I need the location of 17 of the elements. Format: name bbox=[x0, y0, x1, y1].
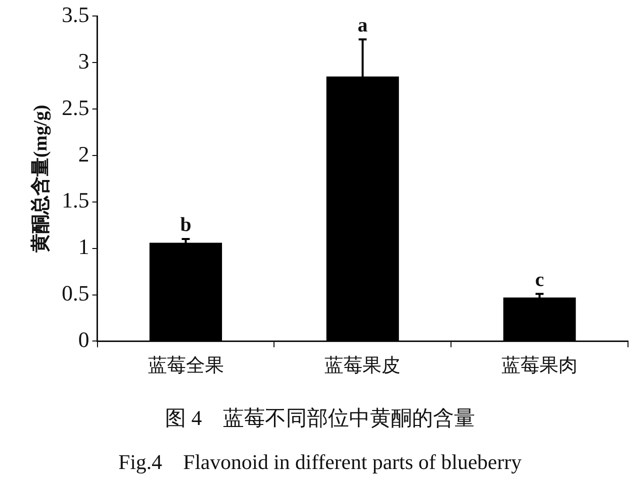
y-axis-title: 黄酮总含量(mg/g) bbox=[29, 104, 52, 254]
annotation: a bbox=[358, 14, 368, 37]
y-tick-label: 3 bbox=[78, 48, 90, 74]
x-tick-label: 蓝莓全果 bbox=[148, 356, 224, 377]
annotation: b bbox=[180, 214, 192, 236]
y-tick-label: 3.5 bbox=[62, 2, 90, 27]
y-tick-label: 2 bbox=[78, 141, 90, 166]
y-tick-label: 1.5 bbox=[62, 188, 90, 213]
y-tick-label: 2.5 bbox=[62, 94, 90, 120]
text: 图 4 蓝莓不同部位中黄酮的含量 bbox=[164, 405, 476, 432]
y-tick-label: 0 bbox=[78, 326, 90, 352]
annotation: c bbox=[535, 269, 544, 292]
x-tick-label: 蓝莓果皮 bbox=[324, 356, 401, 377]
y-tick-label: 0.5 bbox=[62, 280, 90, 306]
y-tick-label: 1 bbox=[78, 234, 90, 260]
text: Fig.4 Flavonoid in different parts of blueberry bbox=[117, 449, 523, 476]
x-tick-label: 蓝莓果肉 bbox=[502, 356, 578, 377]
